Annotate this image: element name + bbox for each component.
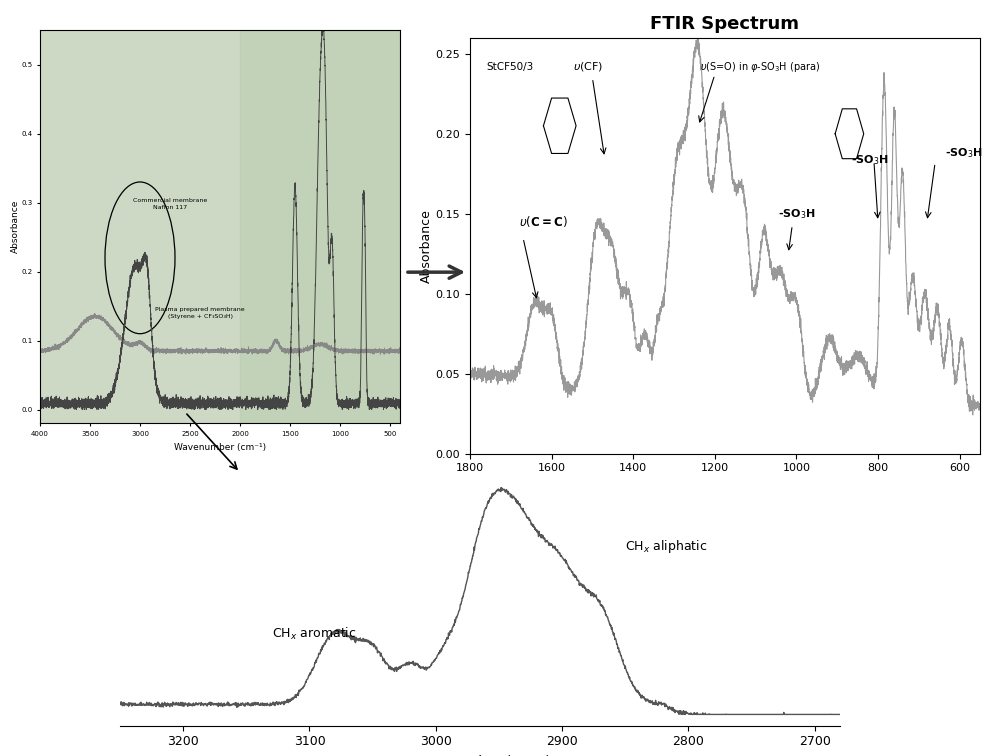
Text: CH$_x$ aromatic: CH$_x$ aromatic bbox=[272, 626, 356, 642]
X-axis label: Wavenumber (cm⁻¹): Wavenumber (cm⁻¹) bbox=[174, 442, 266, 451]
Y-axis label: Absorbance: Absorbance bbox=[11, 200, 20, 253]
Text: CH$_x$ aliphatic: CH$_x$ aliphatic bbox=[625, 538, 708, 555]
Text: $\upsilon$($\bf{C=C}$): $\upsilon$($\bf{C=C}$) bbox=[519, 214, 568, 229]
Text: Plasma prepared membrane
(Styrene + CF₃SO₃H): Plasma prepared membrane (Styrene + CF₃S… bbox=[155, 308, 245, 318]
Text: -SO$_3$H: -SO$_3$H bbox=[778, 207, 815, 221]
Bar bbox=[240, 30, 400, 423]
X-axis label: Wavenumber (cm⁻¹): Wavenumber (cm⁻¹) bbox=[409, 754, 551, 756]
Y-axis label: Absorbance: Absorbance bbox=[420, 209, 433, 283]
Text: Commercial membrane
Nafion 117: Commercial membrane Nafion 117 bbox=[133, 198, 207, 209]
Text: -SO$_3$H: -SO$_3$H bbox=[851, 153, 889, 167]
Text: -SO$_3$H: -SO$_3$H bbox=[945, 146, 983, 160]
Text: $\upsilon$(S=O) in $\varphi$-SO$_3$H (para): $\upsilon$(S=O) in $\varphi$-SO$_3$H (pa… bbox=[700, 60, 820, 73]
Text: StCF50/3: StCF50/3 bbox=[486, 61, 534, 72]
Title: FTIR Spectrum: FTIR Spectrum bbox=[650, 15, 800, 33]
X-axis label: Wavenumber (cm⁻¹): Wavenumber (cm⁻¹) bbox=[661, 479, 789, 492]
Text: $\upsilon$(CF): $\upsilon$(CF) bbox=[573, 60, 604, 73]
